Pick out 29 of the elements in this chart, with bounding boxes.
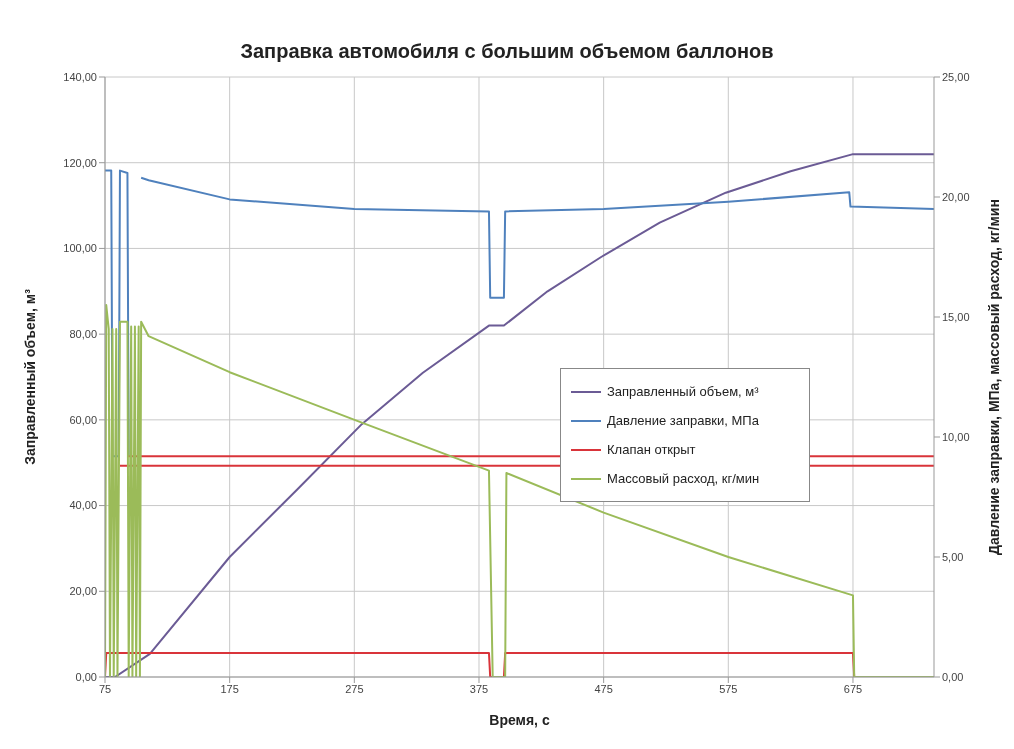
- y-tick-label: 100,00: [63, 242, 97, 255]
- y-tick-label: 140,00: [63, 70, 97, 83]
- y-axis-title: Заправленный объем, м³: [21, 288, 38, 465]
- y2-tick-label: 20,00: [942, 190, 970, 203]
- x-tick-label: 375: [469, 682, 489, 695]
- x-tick-label: 75: [98, 682, 112, 695]
- x-tick-label: 475: [594, 682, 613, 695]
- x-axis-title: Время, с: [489, 712, 550, 728]
- y2-tick-label: 15,00: [942, 310, 970, 323]
- legend-label: Клапан открыт: [607, 442, 696, 457]
- y-tick-label: 0,00: [75, 670, 97, 683]
- x-tick-label: 575: [719, 682, 738, 695]
- y-tick-label: 120,00: [63, 156, 97, 169]
- x-tick-label: 275: [345, 682, 364, 695]
- y2-tick-label: 5,00: [942, 550, 964, 563]
- y2-axis-title: Давление заправки, МПа, массовый расход, кг/мин: [985, 199, 1002, 555]
- y2-tick-label: 10,00: [942, 430, 970, 443]
- legend-label: Массовый расход, кг/мин: [607, 471, 760, 486]
- y2-tick-label: 0,00: [942, 670, 964, 683]
- y-tick-label: 20,00: [69, 585, 97, 598]
- y-tick-label: 60,00: [69, 413, 97, 426]
- x-tick-label: 675: [843, 682, 863, 695]
- y-tick-label: 40,00: [69, 499, 97, 512]
- chart-title: Заправка автомобиля с большим объемом баллонов: [239, 40, 775, 63]
- legend-label: Заправленный объем, м³: [607, 384, 759, 399]
- legend-label: Давление заправки, МПа: [607, 413, 759, 428]
- y2-tick-label: 25,00: [942, 70, 970, 83]
- x-tick-label: 175: [220, 682, 239, 695]
- y-tick-label: 80,00: [69, 328, 97, 341]
